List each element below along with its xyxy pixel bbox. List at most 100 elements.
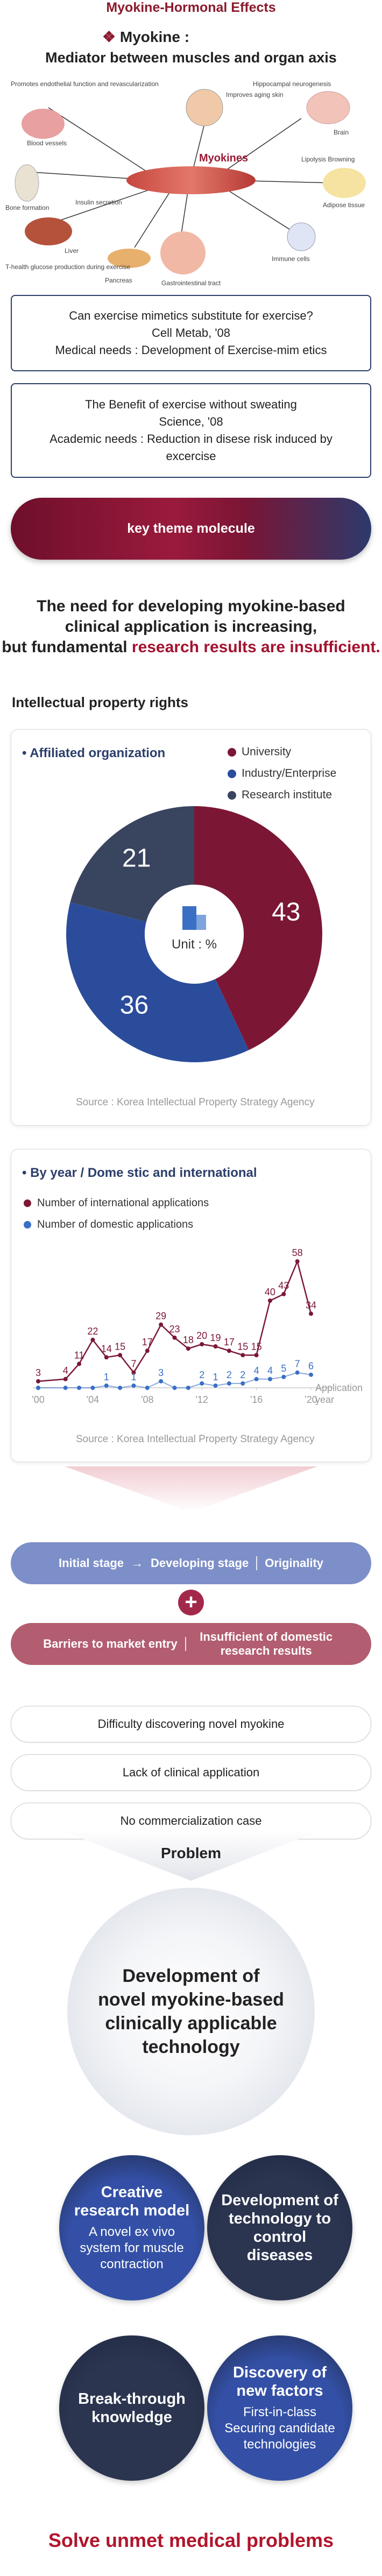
- legend-marker: [24, 1221, 31, 1229]
- statement-line: The need for developing myokine-based: [37, 597, 345, 615]
- data-point: [36, 1379, 40, 1384]
- outcome-circle: Discovery of new factors First-in-class S…: [207, 2335, 352, 2481]
- data-point: [90, 1337, 95, 1342]
- icon-part: [196, 915, 206, 930]
- data-point: [200, 1342, 204, 1346]
- goal-line: clinically applicable: [105, 2013, 277, 2034]
- data-label: 58: [292, 1247, 303, 1258]
- subtitle: ❖ Myokine :: [102, 28, 189, 46]
- data-point: [131, 1383, 136, 1388]
- need-line: Can exercise mimetics substitute for exe…: [69, 309, 313, 322]
- legend-label: Research institute: [242, 789, 332, 801]
- value-label: 36: [120, 991, 148, 1020]
- chevron: [65, 1466, 317, 1512]
- data-point: [227, 1349, 231, 1353]
- data-label: 7: [131, 1359, 136, 1370]
- building-icon: [182, 906, 206, 930]
- diagram-label: Improves aging skin: [226, 91, 284, 98]
- blood-vessels: [22, 109, 65, 139]
- barrier-bar: Barriers to market entry Insufficient of…: [11, 1623, 371, 1665]
- data-point: [63, 1377, 68, 1381]
- legend-label: Industry/Enterprise: [242, 767, 336, 780]
- data-label: 17: [224, 1337, 235, 1347]
- x-tick-label: '12: [195, 1394, 208, 1405]
- legend-label: Number of international applications: [37, 1197, 209, 1209]
- legend-marker: [228, 770, 236, 778]
- diagram-label: Immune cells: [272, 255, 310, 263]
- bone: [15, 164, 39, 202]
- need-line: The Benefit of exercise without sweating: [85, 398, 297, 411]
- data-point: [159, 1379, 164, 1384]
- data-label: 3: [36, 1367, 41, 1378]
- immune-cells: [287, 222, 316, 251]
- data-point: [77, 1361, 82, 1366]
- diagram-label: Insulin secretion: [75, 199, 122, 206]
- statement-text: but fundamental: [2, 638, 132, 656]
- line-chart: '00 '04 '08 '12 '16 '20 Number of internationa…: [24, 1197, 333, 1405]
- data-point: [36, 1386, 40, 1390]
- data-label: 15: [251, 1341, 262, 1352]
- diagram-label: Gastrointestinal tract: [161, 279, 221, 287]
- x-axis-label: Application year: [315, 1382, 363, 1405]
- barrier-text: Insufficient of domestic research result…: [200, 1630, 333, 1657]
- x-tick-label: '20: [305, 1394, 317, 1405]
- data-point: [281, 1374, 286, 1379]
- outcome-title: Break-through knowledge: [78, 2390, 186, 2426]
- data-point: [186, 1346, 190, 1351]
- pie-slice: [70, 806, 194, 922]
- data-point: [254, 1353, 259, 1358]
- data-point: [104, 1383, 109, 1388]
- pie-chart: 43 36 21 Unit : % University Industry/Enterpr…: [66, 746, 336, 1062]
- gut: [160, 231, 206, 274]
- diagram-label: Brain: [334, 129, 349, 136]
- liver: [25, 217, 72, 245]
- goal-circle: Development of novel myokine-based clinica…: [67, 1888, 315, 2135]
- statement-line: but fundamental research results are ins…: [0, 637, 382, 658]
- data-label: 5: [281, 1363, 286, 1374]
- x-tick-label: '04: [87, 1394, 99, 1405]
- data-label: 2: [227, 1370, 232, 1380]
- data-label: 17: [142, 1337, 153, 1347]
- statement: The need for developing myokine-based cl…: [0, 596, 382, 658]
- data-point: [213, 1383, 218, 1388]
- data-label: 3: [158, 1367, 164, 1378]
- data-point: [200, 1381, 204, 1386]
- data-point: [63, 1386, 68, 1390]
- need-line: Academic needs : Reduction in disese ris…: [49, 432, 333, 463]
- pie-slice: [194, 806, 323, 1050]
- data-point: [213, 1344, 218, 1349]
- footer: Solve unmet medical problems: [48, 2529, 334, 2551]
- outcome-circle: Break-through knowledge: [59, 2335, 204, 2481]
- subtitle-line2: Mediator between muscles and organ axis: [45, 50, 337, 66]
- diagram-label: Adipose tissue: [323, 201, 365, 209]
- data-point: [77, 1386, 82, 1390]
- chevron-shape: [65, 1466, 317, 1512]
- data-point: [240, 1353, 245, 1358]
- pie-slice: [66, 902, 249, 1062]
- legend-label: University: [242, 746, 292, 758]
- outcome-title: Creative research model: [74, 2184, 190, 2219]
- subtitle-mark: ❖: [102, 29, 116, 45]
- data-point: [145, 1349, 150, 1353]
- need-box: Can exercise mimetics substitute for exe…: [11, 295, 371, 371]
- data-label: 40: [265, 1287, 275, 1297]
- data-point: [118, 1386, 123, 1390]
- data-point: [254, 1377, 259, 1381]
- goal-line: novel myokine-based: [98, 1989, 284, 2010]
- theme-button: key theme molecule: [11, 498, 371, 560]
- separator: [185, 1637, 186, 1651]
- need-line: Medical needs : Development of Exercise-…: [55, 343, 327, 357]
- series-line: [38, 1259, 312, 1382]
- adipose: [323, 168, 366, 198]
- data-label: 1: [104, 1372, 109, 1382]
- icon-part: [182, 906, 196, 930]
- need-box: The Benefit of exercise without sweating…: [11, 383, 371, 478]
- chart-title: By year / Dome stic and international: [22, 1166, 257, 1181]
- legend-marker: [24, 1199, 31, 1207]
- data-label: 15: [237, 1341, 248, 1352]
- data-point: [145, 1386, 150, 1390]
- data-point: [267, 1298, 272, 1303]
- source: Source : Korea Intellectual Property Str…: [76, 1434, 315, 1445]
- data-point: [295, 1259, 300, 1264]
- barrier-text: Barriers to market entry: [43, 1637, 178, 1650]
